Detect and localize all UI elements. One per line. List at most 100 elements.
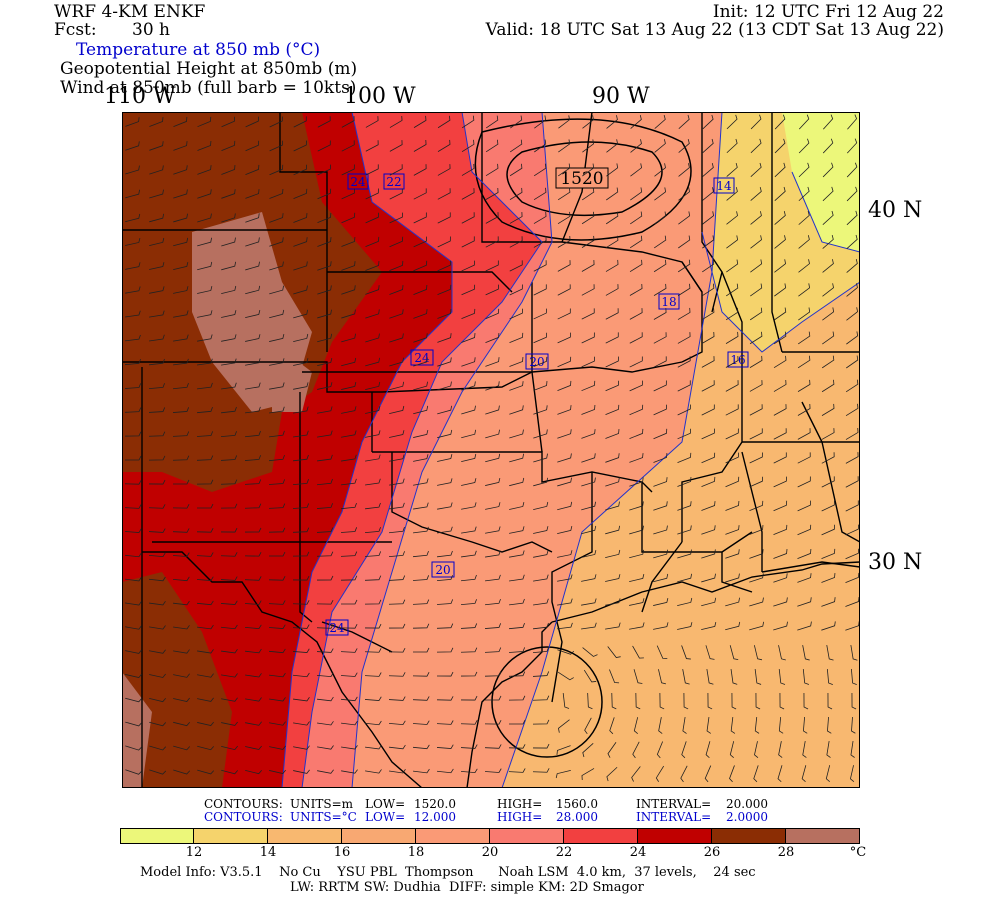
model-info: Model Info: V3.5.1 No Cu YSU PBL Thompso…: [140, 865, 756, 880]
svg-text:14: 14: [716, 179, 732, 193]
wind-barb: [797, 452, 811, 464]
wind-barb: [533, 501, 549, 511]
color-bar-swatch: [268, 828, 342, 844]
wind-barb: [437, 333, 452, 343]
wind-barb: [582, 743, 594, 758]
wind-barb: [317, 454, 333, 462]
wind-barb: [557, 380, 572, 391]
wind-barb: [677, 356, 691, 368]
wind-barb: [533, 211, 547, 224]
wind-barb: [605, 598, 621, 606]
wind-barb: [630, 115, 642, 129]
wind-barbs: [124, 114, 860, 783]
wind-barb: [173, 141, 188, 151]
wind-barb: [654, 114, 666, 129]
wind-barb: [801, 765, 807, 783]
wind-barb: [827, 716, 832, 734]
wind-barb: [485, 405, 500, 415]
wind-barb: [605, 284, 619, 296]
wind-barb: [581, 404, 596, 415]
wind-barb: [558, 139, 571, 153]
wind-barb: [581, 332, 595, 344]
wind-barb: [629, 283, 643, 296]
wind-barb: [653, 501, 668, 511]
wind-barb: [778, 741, 783, 758]
wind-barb: [726, 162, 738, 177]
wind-barb: [778, 716, 784, 734]
wind-barb: [436, 671, 454, 677]
wind-barb: [412, 550, 429, 558]
wind-barb: [221, 769, 239, 775]
wind-barb: [725, 380, 739, 392]
wind-barb: [749, 500, 764, 512]
wind-barb: [822, 234, 834, 249]
wind-barb: [508, 719, 526, 725]
wind-barb: [292, 624, 310, 629]
color-bar-tick-label: 18: [407, 845, 425, 860]
valid-time: Valid: 18 UTC Sat 13 Aug 22 (13 CDT Sat …: [485, 20, 944, 40]
wind-barb: [221, 310, 237, 318]
wind-barb: [365, 502, 381, 510]
wind-barb: [726, 259, 739, 273]
wind-barb: [653, 598, 669, 606]
height-low-label: LOW=: [365, 797, 406, 811]
wind-barb: [317, 406, 333, 414]
wind-barb: [678, 163, 690, 177]
wind-barb: [532, 743, 550, 749]
wind-barb: [317, 382, 333, 390]
wind-barb: [125, 189, 141, 199]
wind-barb: [611, 692, 617, 710]
wind-barb: [630, 139, 642, 153]
wind-barb: [149, 649, 166, 654]
wind-barb: [389, 405, 405, 415]
wind-barb: [605, 259, 619, 272]
wind-barb: [704, 765, 712, 783]
wind-barb: [754, 716, 760, 734]
wind-barb: [509, 598, 525, 606]
wind-barb: [244, 430, 261, 438]
wind-barb: [605, 574, 621, 582]
wind-barb: [532, 719, 550, 725]
wind-barb: [725, 356, 739, 368]
wind-barb: [149, 697, 166, 703]
wind-barb: [803, 692, 809, 710]
wind-barb: [436, 575, 453, 582]
wind-barb: [822, 331, 835, 345]
wind-barb: [773, 597, 788, 607]
wind-barb: [821, 621, 836, 631]
wind-barb: [220, 479, 238, 485]
wind-barb: [461, 212, 475, 224]
wind-barb: [821, 403, 835, 416]
wind-barb: [653, 259, 667, 273]
wind-barb: [485, 526, 501, 534]
wind-barb: [413, 502, 429, 510]
wind-barb: [341, 236, 356, 247]
wind-barb: [533, 260, 547, 272]
color-bar-swatch: [490, 828, 564, 844]
wind-barb: [584, 717, 592, 735]
wind-barb: [581, 477, 596, 487]
wind-barb: [197, 310, 213, 318]
wind-barb: [221, 721, 238, 726]
wind-barb: [729, 645, 739, 661]
wind-barb: [605, 477, 620, 487]
wind-barb: [317, 188, 332, 200]
wind-barb: [437, 115, 451, 129]
wind-barb: [509, 139, 523, 153]
wind-barb: [632, 645, 644, 659]
wind-barb: [725, 476, 740, 488]
wind-barb: [389, 454, 405, 462]
wind-barb: [437, 284, 452, 296]
wind-barb: [172, 407, 190, 413]
height-contours: [474, 118, 692, 758]
wind-barb: [682, 669, 690, 685]
wind-barb: [633, 669, 643, 684]
wind-barb: [340, 648, 358, 653]
wind-barb: [124, 528, 142, 533]
wind-barb: [581, 187, 595, 201]
wind-barb: [413, 454, 429, 462]
wind-barb: [485, 502, 501, 510]
wind-barb: [484, 695, 502, 701]
wind-barb: [196, 552, 214, 557]
wind-barb: [821, 573, 836, 583]
